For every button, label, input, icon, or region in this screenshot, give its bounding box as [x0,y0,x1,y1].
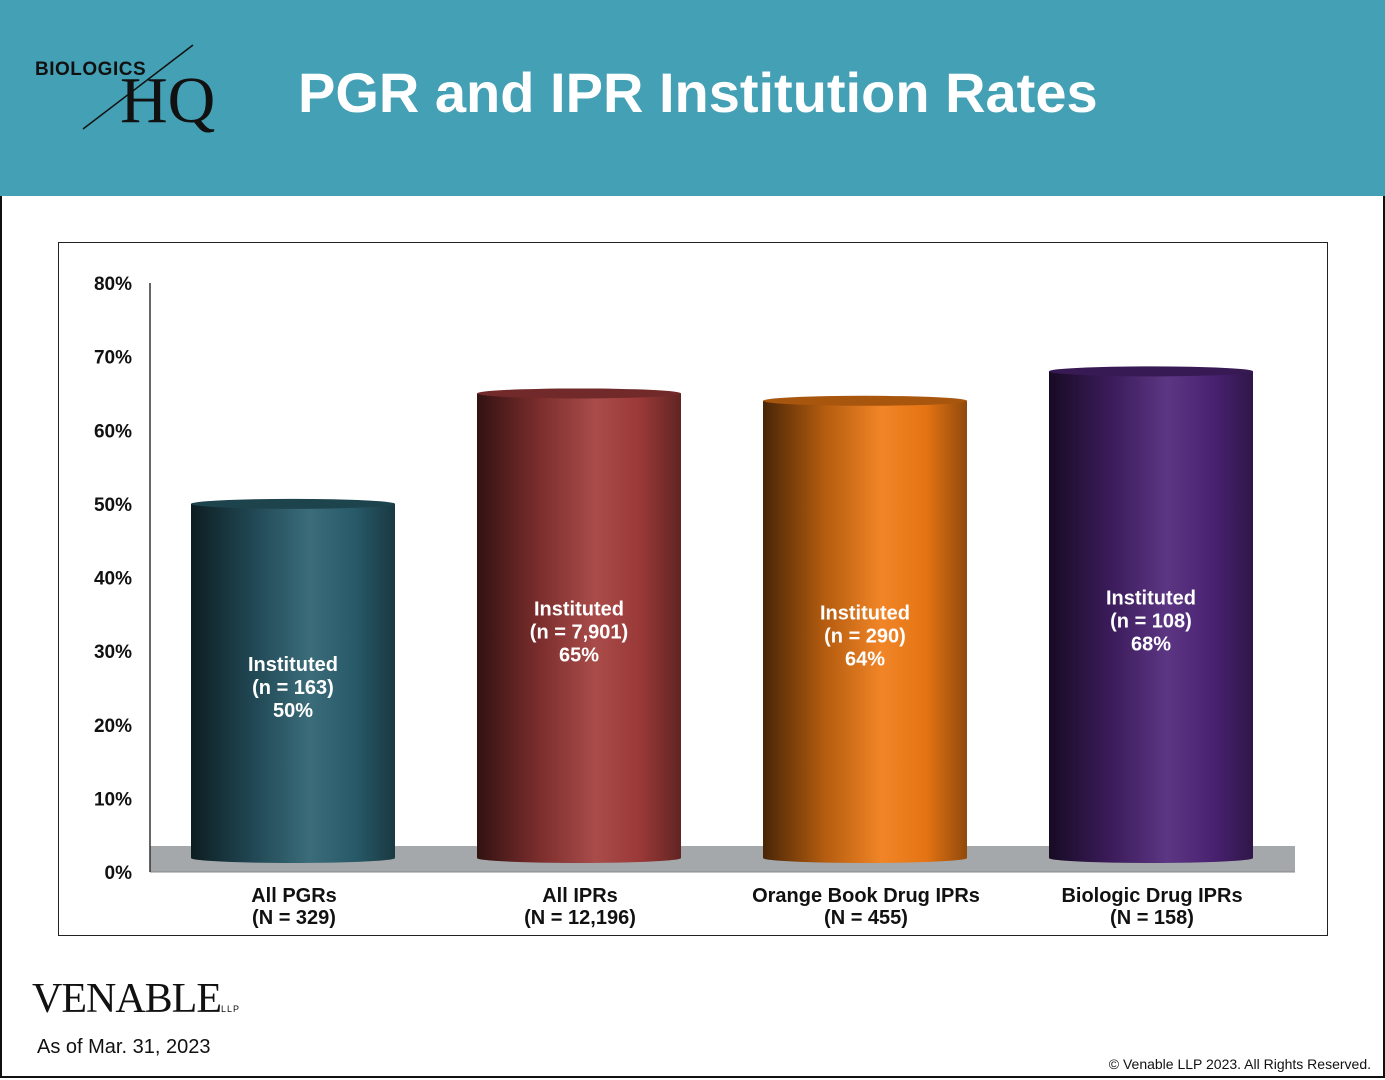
bar [763,400,967,863]
venable-logo: VENABLELLP [32,975,240,1023]
y-tick-label: 50% [94,495,132,516]
data-label: 50% [273,700,313,722]
y-tick-label: 80% [94,274,132,295]
header-banner: BIOLOGICS HQ PGR and IPR Institution Rat… [0,0,1385,196]
y-tick-label: 30% [94,642,132,663]
x-tick-label: Orange Book Drug IPRs [752,885,980,907]
bar-group: Instituted(n = 290)64% [763,395,967,863]
data-label: Instituted [820,602,910,624]
data-label: (n = 7,901) [530,622,628,644]
y-tick-label: 60% [94,421,132,442]
data-label: 64% [845,648,885,670]
x-tick-label: (N = 329) [252,907,336,929]
data-label: Instituted [1106,588,1196,610]
data-label: Instituted [534,599,624,621]
logo-biologics: BIOLOGICS [35,59,147,80]
bar [1049,371,1253,863]
venable-brand: VENABLE [32,976,222,1022]
data-label: 65% [559,645,599,667]
x-tick-label: (N = 158) [1110,907,1194,929]
data-label: (n = 290) [824,625,906,647]
data-label: Instituted [248,654,338,676]
x-tick-label: (N = 12,196) [524,907,636,929]
copyright: © Venable LLP 2023. All Rights Reserved. [1108,1056,1371,1072]
bar-top [763,395,967,406]
bar-group: Instituted(n = 163)50% [191,498,395,863]
x-tick-label: (N = 455) [824,907,908,929]
bar [477,393,681,863]
bar-top [1049,366,1253,377]
y-tick-label: 70% [94,348,132,369]
venable-suffix: LLP [220,1004,240,1014]
bar-group: Instituted(n = 108)68% [1049,366,1253,863]
x-tick-label: All PGRs [251,885,337,907]
x-tick-label: All IPRs [542,885,618,907]
bar-group: Instituted(n = 7,901)65% [477,388,681,863]
logo-slash [82,44,194,130]
data-label: (n = 163) [252,677,334,699]
data-label: 68% [1131,634,1171,656]
y-tick-label: 0% [105,863,133,884]
as-of-date: As of Mar. 31, 2023 [37,1036,211,1058]
bar-top [191,498,395,509]
y-tick-label: 40% [94,569,132,590]
bar [191,503,395,863]
y-tick-label: 10% [94,789,132,810]
logo-hq: HQ [120,64,216,137]
chart-area [58,242,1328,936]
bar-top [477,388,681,399]
x-tick-label: Biologic Drug IPRs [1061,885,1242,907]
y-tick-label: 20% [94,716,132,737]
data-label: (n = 108) [1110,611,1192,633]
page-title: PGR and IPR Institution Rates [298,61,1098,124]
